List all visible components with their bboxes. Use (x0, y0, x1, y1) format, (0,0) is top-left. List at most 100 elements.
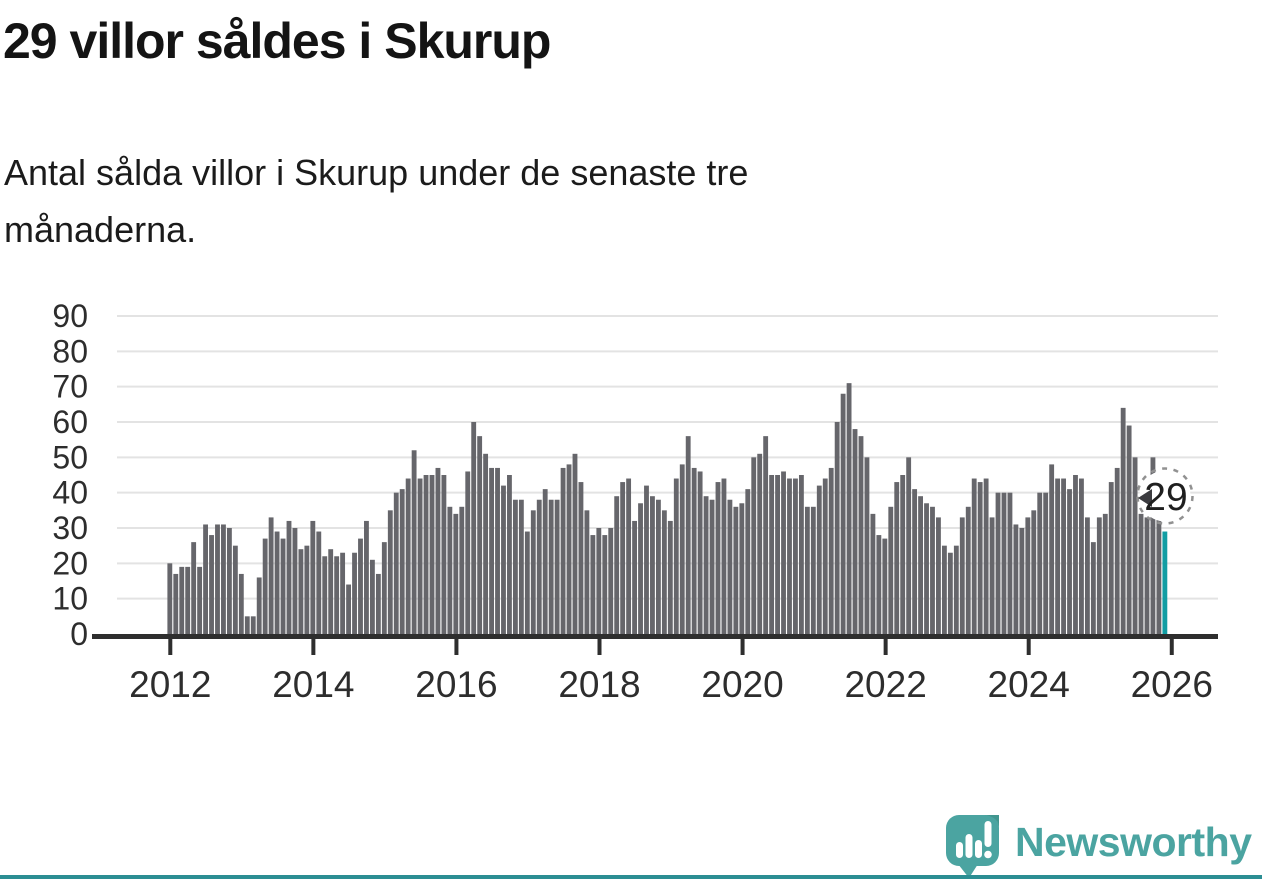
bar-month (584, 510, 590, 634)
bar-month (787, 478, 792, 634)
chart-subtitle-line1: Antal sålda villor i Skurup under de sen… (4, 152, 749, 193)
bar-month (661, 510, 667, 634)
bar-month (959, 517, 965, 634)
bar-month (602, 535, 608, 634)
bar-month (512, 499, 518, 634)
bar-month (1156, 517, 1162, 634)
bar-month (405, 478, 411, 634)
bar-month (983, 478, 989, 634)
bar-month (763, 436, 769, 634)
bar-month (429, 475, 435, 634)
bar-month (322, 556, 328, 634)
bar-month (536, 499, 542, 634)
bar-month (221, 524, 226, 634)
bar-month (548, 499, 554, 634)
bar-month (644, 485, 649, 634)
bar-month (739, 503, 745, 634)
bar-month (971, 478, 977, 634)
bar-month (1037, 492, 1043, 634)
bar-month (655, 499, 661, 634)
bar-month (864, 457, 870, 634)
x-axis-year-label: 2020 (701, 664, 783, 705)
bar-month (191, 542, 197, 634)
bar-month (453, 513, 459, 634)
bar-month (697, 471, 703, 634)
bar-month (471, 422, 477, 634)
bar-month (757, 453, 763, 634)
x-axis-year-label: 2026 (1131, 664, 1213, 705)
bar-month (852, 429, 858, 634)
x-axis-year-label: 2012 (129, 664, 211, 705)
bar-month (578, 482, 584, 634)
bar-month (882, 538, 888, 634)
bar-month (399, 489, 405, 634)
bar-month (477, 436, 483, 634)
bar-month (614, 496, 620, 634)
bar-month (793, 478, 798, 634)
x-axis-tick (1026, 639, 1031, 655)
x-axis-tick (883, 639, 888, 655)
x-axis-tick (311, 639, 316, 655)
bar-month (209, 535, 214, 634)
bar-month (459, 506, 465, 634)
bar-month (626, 478, 632, 634)
bar-month (447, 506, 453, 634)
bar-month (1150, 457, 1156, 634)
x-axis-tick (168, 639, 173, 655)
bar-month (721, 478, 727, 634)
bar-month (828, 467, 834, 634)
bar-month (244, 616, 250, 634)
bar-month (304, 545, 310, 634)
bar-month (328, 549, 334, 634)
bar-month (435, 467, 441, 634)
bar-month (1019, 528, 1025, 634)
x-axis-year-label: 2014 (272, 664, 354, 705)
bar-month (256, 577, 262, 634)
bar-month (924, 503, 929, 634)
bar-month (810, 506, 816, 634)
bar-month (501, 485, 506, 634)
bar-month (518, 499, 524, 634)
bar-month (953, 545, 959, 634)
bar-month (620, 482, 626, 634)
bar-month (1144, 517, 1150, 634)
bar-month (566, 464, 572, 634)
bar-month (411, 450, 417, 634)
bar-month (1120, 407, 1126, 634)
bar-month (804, 506, 810, 634)
bar-month (930, 506, 935, 634)
bar-month (381, 542, 387, 634)
bar-month (530, 510, 536, 634)
bar-month (751, 457, 757, 634)
bar-month (572, 453, 578, 634)
bar-month (1007, 492, 1013, 634)
bar-month (989, 517, 995, 634)
bar-month (918, 496, 923, 634)
y-axis-label: 10 (52, 581, 88, 617)
y-axis-label: 80 (52, 333, 88, 369)
bar-month (1031, 510, 1037, 634)
bar-month (1055, 478, 1061, 634)
bar-month (1025, 517, 1031, 634)
bar-month (608, 528, 614, 634)
bar-month (816, 485, 822, 634)
bar-month (1108, 482, 1114, 634)
bar-month (596, 528, 602, 634)
x-axis-year-label: 2024 (988, 664, 1070, 705)
bar-month (1138, 513, 1144, 634)
bar-month (507, 475, 512, 634)
bar-month (900, 475, 906, 634)
bar-month (560, 467, 566, 634)
bar-month (1096, 517, 1102, 634)
bar-month (352, 552, 357, 634)
bar-month (1049, 464, 1055, 634)
bar-month (364, 520, 369, 634)
footer-accent-bar (0, 875, 1262, 879)
bar-month (238, 573, 244, 634)
latest-value-badge-bg (1139, 470, 1191, 522)
highlight-bar (1162, 531, 1168, 634)
x-axis-year-label: 2016 (415, 664, 497, 705)
x-axis-line (92, 634, 1218, 639)
